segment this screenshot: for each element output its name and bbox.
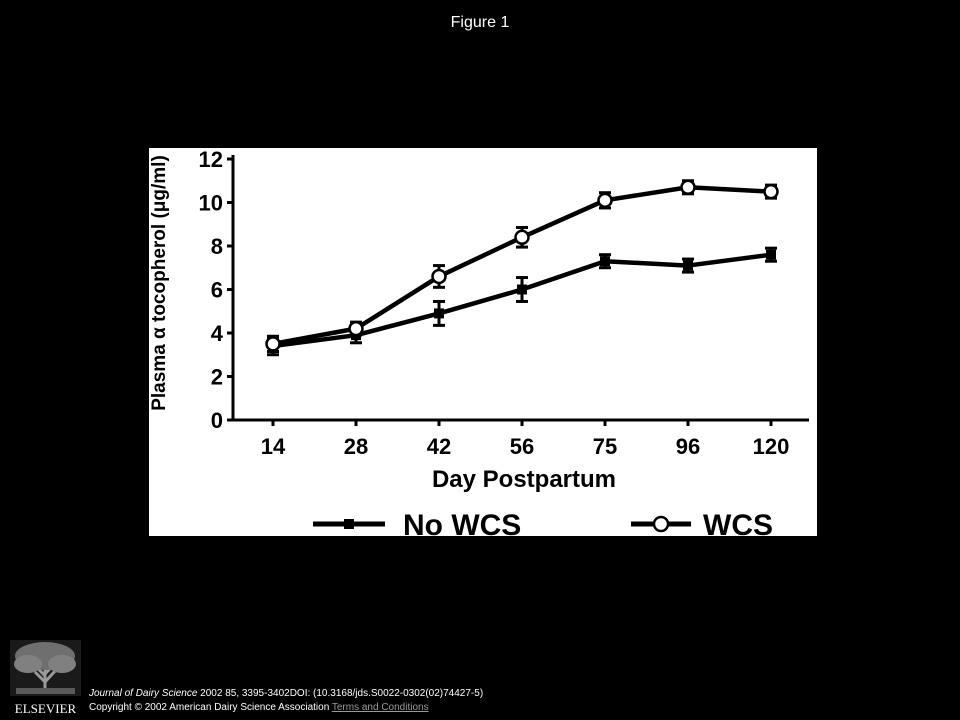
legend-label-no-wcs: No WCS xyxy=(403,509,521,536)
citation-line: Journal of Dairy Science 2002 85, 3395-3… xyxy=(89,687,483,701)
data-point-wcs xyxy=(680,179,696,196)
terms-and-conditions-link[interactable]: Terms and Conditions xyxy=(331,702,429,713)
data-point-wcs xyxy=(514,229,530,246)
x-tick-label: 14 xyxy=(261,434,286,459)
elsevier-logo: ELSEVIER xyxy=(10,640,81,716)
citation-details: 2002 85, 3395-3402DOI: (10.3168/jds.S002… xyxy=(197,688,484,699)
x-axis-label: Day Postpartum xyxy=(432,466,616,493)
series-wcs xyxy=(265,179,779,353)
legend: No WCS WCS xyxy=(313,509,773,536)
y-tick-label: 0 xyxy=(211,408,223,433)
y-tick-label: 2 xyxy=(211,365,223,390)
axes: 0 2 4 6 8 10 12 14 28 42 56 75 96 120 xyxy=(199,148,809,459)
legend-marker-wcs xyxy=(652,515,670,533)
data-point-no-wcs xyxy=(517,284,527,295)
data-point-wcs xyxy=(431,268,447,285)
y-tick-label: 4 xyxy=(211,321,224,346)
chart-panel: 0 2 4 6 8 10 12 14 28 42 56 75 96 120 Plasma α tocoph… xyxy=(149,148,817,536)
copyright-line: Copyright © 2002 American Dairy Science … xyxy=(89,701,483,715)
copyright-text: Copyright © 2002 American Dairy Science … xyxy=(89,702,332,713)
citation-block: Journal of Dairy Science 2002 85, 3395-3… xyxy=(89,687,483,715)
x-tick-label: 28 xyxy=(344,434,368,459)
legend-label-wcs: WCS xyxy=(703,509,773,536)
line-chart: 0 2 4 6 8 10 12 14 28 42 56 75 96 120 Plasma α tocoph… xyxy=(149,148,809,536)
y-tick-label: 6 xyxy=(211,278,223,303)
data-point-no-wcs xyxy=(600,256,610,267)
x-tick-label: 96 xyxy=(676,434,700,459)
data-point-no-wcs xyxy=(766,249,776,260)
journal-name: Journal of Dairy Science xyxy=(89,688,198,699)
y-tick-label: 12 xyxy=(199,148,223,172)
y-tick-label: 8 xyxy=(211,234,223,259)
legend-marker-no-wcs xyxy=(344,519,354,529)
series-layer xyxy=(265,179,779,357)
y-tick-label: 10 xyxy=(199,191,223,216)
data-point-wcs xyxy=(597,192,613,209)
y-axis-label: Plasma α tocopherol (μg/ml) xyxy=(149,155,170,411)
data-point-no-wcs xyxy=(434,308,444,319)
x-tick-label: 75 xyxy=(593,434,617,459)
data-point-wcs xyxy=(348,320,364,337)
figure-title: Figure 1 xyxy=(450,14,510,31)
x-tick-label: 120 xyxy=(753,434,790,459)
series-no-wcs xyxy=(267,246,777,357)
x-tick-label: 56 xyxy=(510,434,534,459)
data-point-wcs xyxy=(763,183,779,200)
data-point-no-wcs xyxy=(683,260,693,271)
x-tick-label: 42 xyxy=(427,434,451,459)
elsevier-wordmark: ELSEVIER xyxy=(15,701,77,716)
data-point-wcs xyxy=(265,336,281,352)
